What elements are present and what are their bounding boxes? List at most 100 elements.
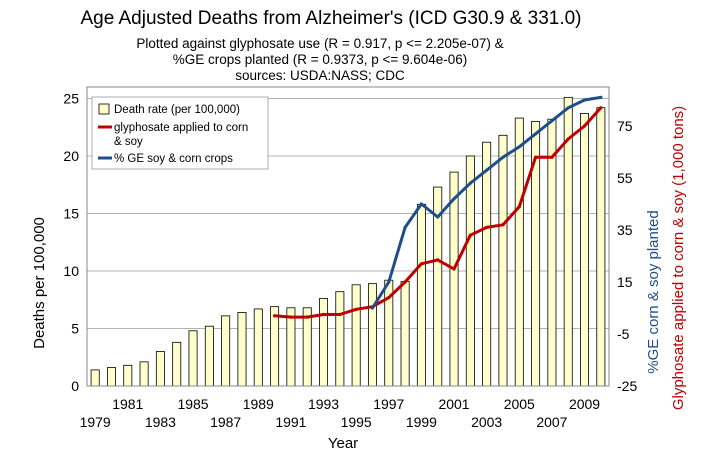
bar-2007 [547,118,557,387]
series-point-ge-crops [582,98,587,102]
x-tick-label: 1983 [145,414,176,430]
bar-1983 [155,351,165,387]
bar-1987 [221,315,231,387]
series-lines [272,95,603,319]
bar-2005 [514,117,524,387]
x-tick-label: 1985 [177,396,208,412]
x-tick-label: 2009 [569,396,600,412]
series-point-glyphosate [289,315,293,319]
series-point-ge-crops [550,119,554,123]
right-axis-label-ge: %GE corn & soy planted [645,210,662,373]
x-axis-label: Year [328,435,358,452]
series-point-glyphosate [338,312,342,317]
series-point-ge-crops [370,306,375,310]
bar-1995 [351,284,361,387]
right-tick-label: 15 [617,274,633,290]
plot-area-frame [86,86,610,387]
left-tick-label: 20 [63,148,79,164]
series-point-ge-crops [452,197,456,201]
x-tick-label: 1981 [112,396,143,412]
x-tick-label: 2001 [438,396,469,412]
legend-box [91,96,269,170]
x-tick-label: 1999 [406,414,437,430]
chart-subtitle-line-1: Plotted against glyphosate use (R = 0.91… [136,36,503,51]
left-tick-label: 10 [63,263,79,279]
series-point-ge-crops [419,202,424,206]
legend-swatch-death-rate [98,103,110,115]
series-point-ge-crops [517,145,521,149]
series-point-glyphosate [582,124,587,128]
bar-1991 [286,307,296,387]
series-point-ge-crops [533,132,538,136]
series-point-ge-crops [501,155,505,159]
bar-1981 [123,364,133,387]
bar-1984 [172,341,182,387]
bar-1986 [204,325,214,387]
x-axis-ticks: 1981 1985 1989 1993 1997 2001 2005 2009 1979 1983… [80,396,601,430]
series-point-glyphosate [321,312,326,317]
series-point-glyphosate [485,225,489,229]
series-point-glyphosate [533,155,538,159]
series-point-glyphosate [550,155,554,159]
right-tick-label: 55 [617,170,633,186]
series-point-glyphosate [501,223,505,227]
right-axis-label-glyphosate: Glyphosate applied to corn & soy (1,000 … [670,106,687,410]
x-tick-label: 1989 [243,396,274,412]
legend-label-glyphosate-1: glyphosate applied to corn [114,122,248,134]
x-tick-label: 2007 [536,414,567,430]
right-tick-label: 75 [617,118,633,134]
series-point-glyphosate [452,267,456,271]
x-tick-label: 1997 [373,396,404,412]
series-point-glyphosate [387,296,391,300]
bar-1988 [237,311,247,387]
bar-1996 [367,283,377,387]
x-tick-label: 2003 [471,414,502,430]
left-tick-label: 15 [63,206,79,222]
bar-1998 [400,280,410,387]
series-point-glyphosate [305,315,309,319]
bar-1992 [302,307,312,387]
series-point-ge-crops [599,95,603,99]
bar-1980 [106,367,116,387]
bar-1982 [139,361,149,387]
y-axis-label: Deaths per 100,000 [31,217,48,349]
legend-label-glyphosate-2: & soy [114,136,143,148]
series-point-ge-crops [468,181,472,185]
bar-2002 [465,155,475,387]
series-point-ge-crops [387,280,391,284]
chart-title: Age Adjusted Deaths from Alzheimer's (IC… [80,8,581,29]
series-point-glyphosate [419,262,424,266]
x-tick-label: 1991 [275,414,306,430]
series-point-glyphosate [517,205,521,209]
right-tick-label: -25 [617,378,637,394]
chart-subtitle-line-3: sources: USDA:NASS; CDC [235,68,405,83]
death-rate-bars [90,96,606,387]
bar-2003 [482,141,492,387]
x-tick-label: 1995 [341,414,372,430]
series-point-glyphosate [566,137,570,141]
right-tick-label: -5 [617,326,630,342]
bar-1985 [188,330,198,387]
x-tick-label: 1979 [80,414,111,430]
bar-1999 [416,203,426,387]
series-point-glyphosate [403,280,407,284]
series-point-glyphosate [468,233,472,237]
left-tick-label: 5 [71,321,79,337]
bar-2010 [596,107,606,387]
bar-1979 [90,369,100,387]
left-axis-ticks: 0 5 10 15 20 25 [63,91,79,395]
legend-label-death-rate: Death rate (per 100,000) [114,104,240,116]
left-tick-label: 25 [63,91,79,107]
left-tick-label: 0 [71,378,79,394]
x-tick-label: 1987 [210,414,241,430]
chart-subtitle-line-2: %GE crops planted (R = 0.9373, p <= 9.60… [173,52,468,67]
right-tick-label: 35 [617,222,633,238]
series-point-glyphosate [599,106,603,110]
x-tick-label: 2005 [504,396,535,412]
series-point-ge-crops [566,106,570,110]
bar-1990 [270,306,280,387]
bar-2009 [580,113,590,387]
bar-1994 [335,291,345,387]
